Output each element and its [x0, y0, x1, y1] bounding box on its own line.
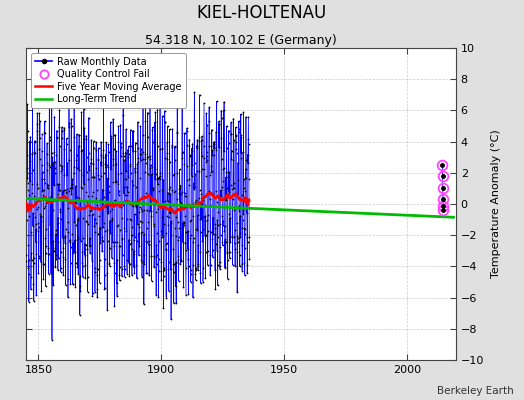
Y-axis label: Temperature Anomaly (°C): Temperature Anomaly (°C)	[491, 130, 501, 278]
Legend: Raw Monthly Data, Quality Control Fail, Five Year Moving Average, Long-Term Tren: Raw Monthly Data, Quality Control Fail, …	[31, 53, 185, 108]
Text: KIEL-HOLTENAU: KIEL-HOLTENAU	[197, 4, 327, 22]
Title: 54.318 N, 10.102 E (Germany): 54.318 N, 10.102 E (Germany)	[145, 34, 337, 47]
Text: Berkeley Earth: Berkeley Earth	[437, 386, 514, 396]
